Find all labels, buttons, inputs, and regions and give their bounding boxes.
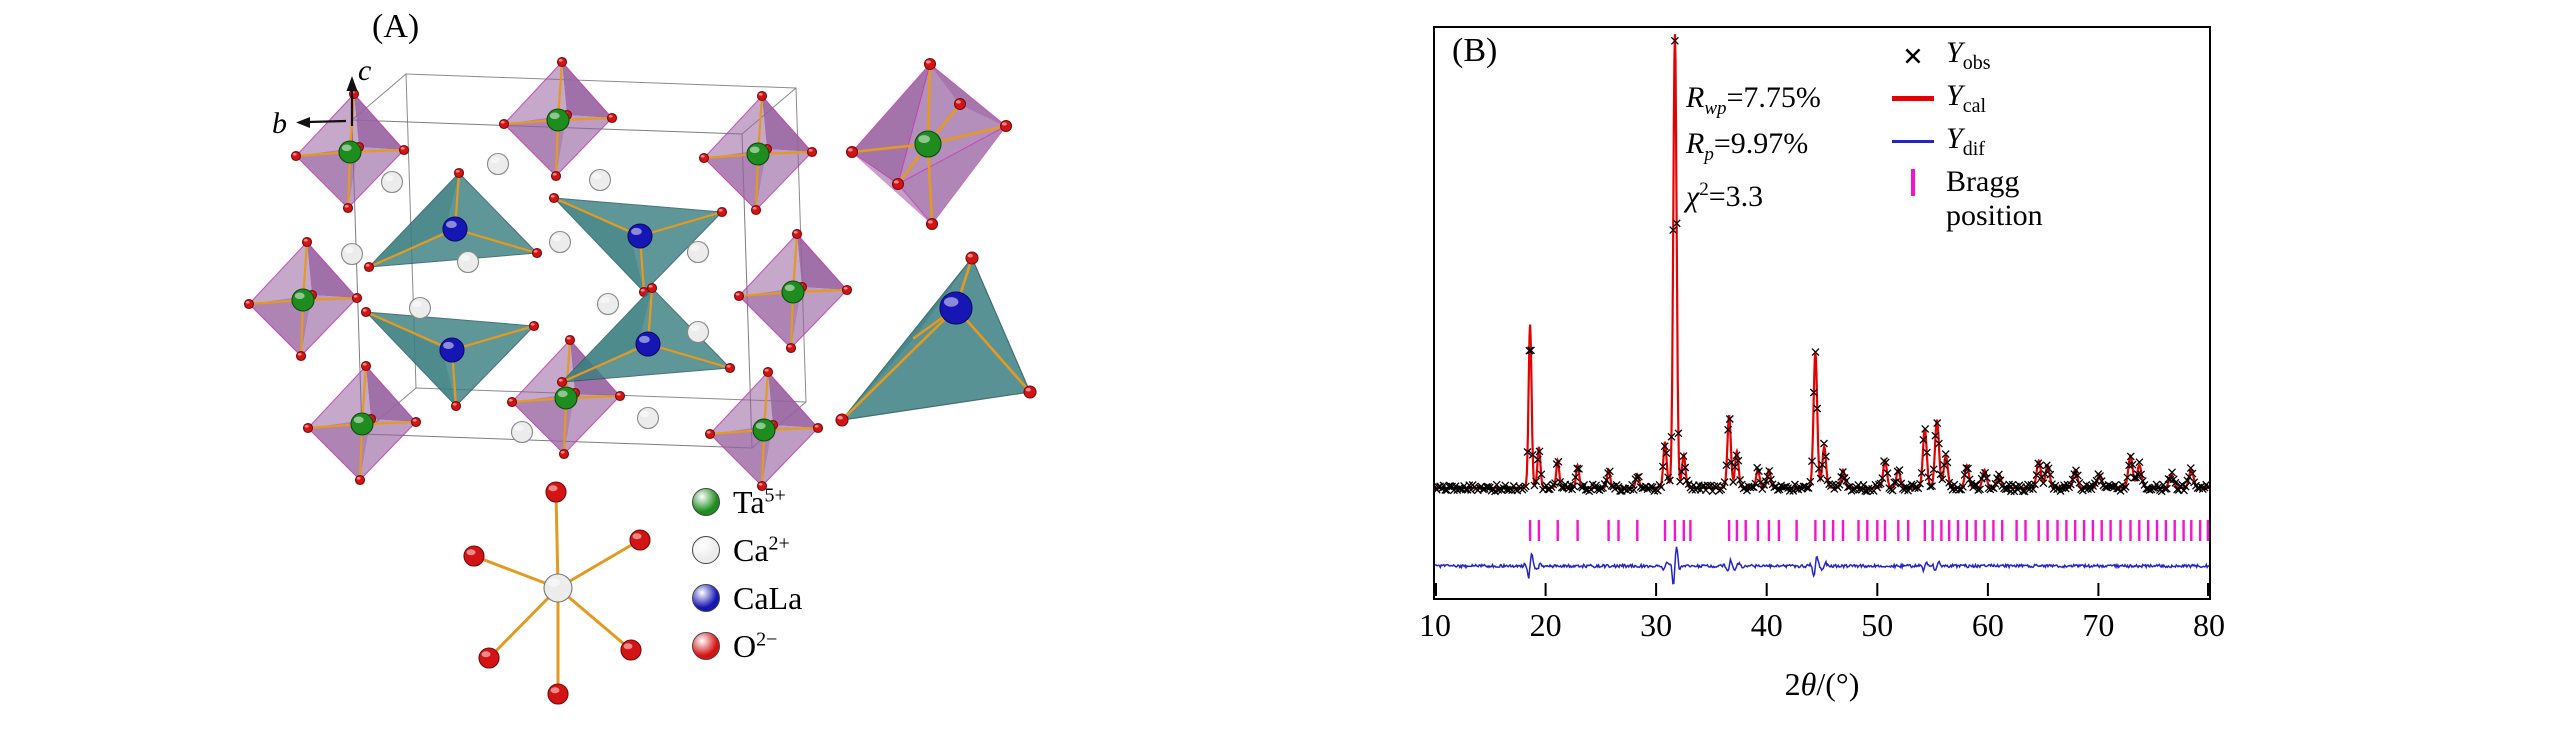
axis-c-label: c bbox=[358, 54, 371, 87]
xrd-plot-frame bbox=[1433, 26, 2211, 600]
legend-label: Ydif bbox=[1946, 122, 1985, 160]
axis-c-arrow-icon bbox=[346, 76, 358, 91]
x-axis-tick-marks bbox=[1435, 583, 2209, 596]
x-axis-label-post: /(°) bbox=[1816, 666, 1860, 702]
atom-legend-item: Ca2+ bbox=[692, 530, 802, 570]
atom-label: Ta5+ bbox=[733, 483, 786, 520]
ball-stick-octahedron bbox=[463, 481, 651, 705]
atom-label: O2− bbox=[733, 627, 778, 664]
xrd-pattern-chart bbox=[1435, 34, 2209, 596]
crystal-structure-drawing: c b bbox=[243, 54, 1037, 705]
atom-swatch-icon bbox=[692, 488, 720, 516]
ycal-line bbox=[1435, 34, 2209, 490]
bragg-position-ticks bbox=[1528, 520, 2209, 541]
x-axis-label-theta: θ bbox=[1800, 666, 1817, 702]
atom-swatch-icon bbox=[692, 632, 720, 660]
legend-label: Bragg position bbox=[1946, 165, 2043, 232]
legend-item-cal: Ycal bbox=[1892, 79, 2086, 118]
panel-a-label: (A) bbox=[372, 8, 420, 45]
isolated-tetrahedron bbox=[835, 251, 1037, 427]
axis-b-arrow-icon bbox=[296, 117, 310, 128]
axis-indicator: c b bbox=[272, 54, 371, 140]
x-axis-label-pre: 2 bbox=[1784, 666, 1801, 702]
plot-legend: × Yobs Ycal Ydif Bragg position bbox=[1892, 36, 2086, 232]
atom-label: CaLa bbox=[733, 579, 803, 616]
atom-legend-item: O2− bbox=[692, 626, 802, 666]
legend-label: Ycal bbox=[1946, 79, 1986, 117]
line-marker-icon bbox=[1892, 96, 1934, 101]
x-tick-label: 70 bbox=[2082, 607, 2115, 643]
legend-item-dif: Ydif bbox=[1892, 122, 2086, 161]
stat-line: χ2=3.3 bbox=[1686, 179, 1764, 213]
axis-b-label: b bbox=[272, 107, 287, 140]
atom-legend-item: Ta5+ bbox=[692, 482, 802, 522]
legend-label: Yobs bbox=[1946, 36, 1991, 74]
legend-item-obs: × Yobs bbox=[1892, 36, 2086, 75]
x-tick-label: 30 bbox=[1640, 607, 1673, 643]
x-tick-label: 40 bbox=[1750, 607, 1783, 643]
line-marker-icon bbox=[1892, 140, 1934, 143]
x-tick-label: 50 bbox=[1861, 607, 1894, 643]
yobs-crosses bbox=[1435, 36, 2209, 496]
bragg-tick-icon bbox=[1911, 169, 1915, 196]
atom-swatch-icon bbox=[692, 584, 720, 612]
legend-item-bragg: Bragg position bbox=[1892, 165, 2086, 232]
x-axis-label: 2θ/(°) bbox=[1785, 666, 1860, 703]
x-tick-label: 60 bbox=[1971, 607, 2004, 643]
cross-marker-icon: × bbox=[1902, 35, 1924, 76]
atom-label: Ca2+ bbox=[733, 531, 790, 568]
panel-b-label: (B) bbox=[1452, 32, 1498, 69]
stat-line: Rp=9.97% bbox=[1686, 127, 1809, 165]
structure-root bbox=[243, 56, 1037, 705]
isolated-octahedron bbox=[845, 57, 1013, 231]
x-tick-label: 10 bbox=[1419, 607, 1451, 643]
x-tick-label: 20 bbox=[1529, 607, 1562, 643]
atom-legend-item: CaLa bbox=[692, 578, 802, 618]
atom-swatch-icon bbox=[692, 536, 720, 564]
atom-legend: Ta5+ Ca2+ CaLa O2− bbox=[692, 482, 802, 666]
refinement-stats: Rwp=7.75% Rp=9.97% χ2=3.3 bbox=[1686, 80, 1821, 214]
x-tick-label: 80 bbox=[2193, 607, 2225, 643]
stat-line: Rwp=7.75% bbox=[1686, 81, 1821, 119]
unit-cell-structure bbox=[243, 56, 853, 492]
ydif-line bbox=[1435, 546, 2209, 585]
